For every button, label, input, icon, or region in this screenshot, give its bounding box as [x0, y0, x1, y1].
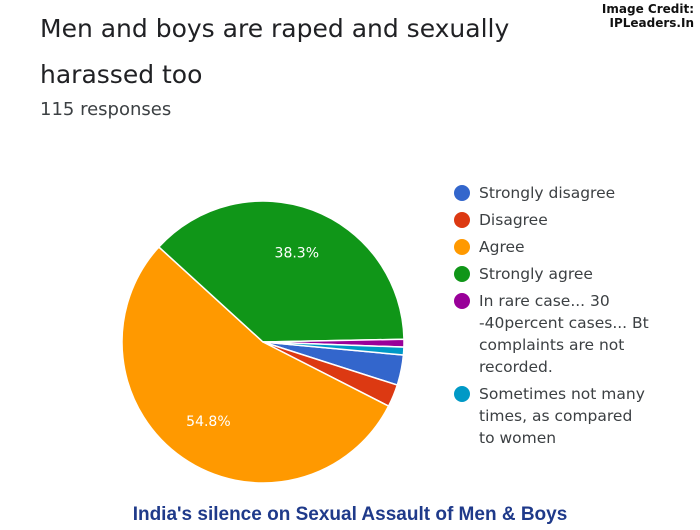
image-credit-line2: IPLeaders.In: [609, 16, 695, 30]
slice-label: 54.8%: [186, 414, 230, 430]
legend-item: Strongly disagree: [452, 182, 652, 204]
legend-swatch: [454, 293, 470, 309]
chart-legend: Strongly disagree Disagree Agree Strongly a…: [452, 182, 652, 454]
chart-title: Men and boys are raped and sexually hara…: [40, 14, 510, 89]
legend-label: Disagree: [479, 211, 548, 229]
pie-slice-sometimes-not-many-times-as-co: [262, 341, 405, 356]
image-credit: Image Credit: IPLeaders.In: [574, 2, 694, 30]
legend-item: Agree: [452, 236, 652, 258]
slice-label: 38.3%: [275, 245, 319, 261]
legend-label: Strongly agree: [479, 265, 593, 283]
pie-slice-strongly-agree: [157, 200, 405, 343]
legend-label: In rare case... 30 -40percent cases... B…: [479, 292, 649, 376]
legend-swatch: [454, 212, 470, 228]
legend-label: Agree: [479, 238, 525, 256]
pie-slice-labels: 54.8% 38.3%: [186, 245, 319, 430]
legend-swatch: [454, 266, 470, 282]
image-credit-line1: Image Credit:: [601, 2, 694, 16]
response-count: 115 responses: [40, 99, 172, 120]
pie-slice-agree: [121, 245, 390, 484]
pie-slices: [121, 200, 405, 484]
legend-swatch: [454, 239, 470, 255]
legend-swatch: [454, 386, 470, 402]
legend-label: Strongly disagree: [479, 184, 616, 202]
legend-item: Strongly agree: [452, 263, 652, 285]
legend-swatch: [454, 185, 470, 201]
legend-item: Sometimes not many times, as compared to…: [452, 383, 652, 449]
legend-item: Disagree: [452, 209, 652, 231]
legend-item: In rare case... 30 -40percent cases... B…: [452, 290, 652, 378]
footer-caption: India's silence on Sexual Assault of Men…: [132, 504, 568, 525]
legend-label: Sometimes not many times, as compared to…: [479, 385, 645, 447]
